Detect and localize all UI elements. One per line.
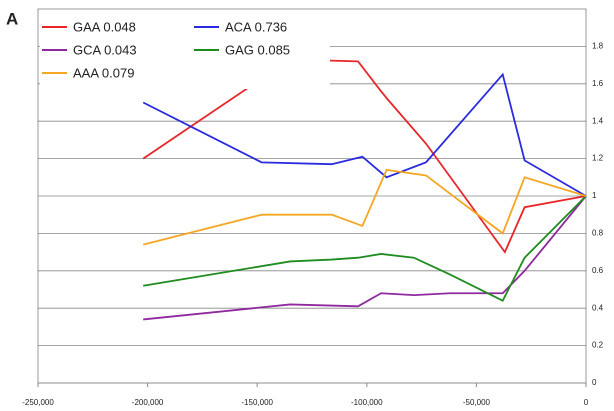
legend-label: GAA 0.048 xyxy=(73,19,136,34)
x-tick-label: -250,000 xyxy=(22,398,54,407)
y-tick-label: 1 xyxy=(592,191,597,200)
legend-label: ACA 0.736 xyxy=(225,19,287,34)
y-tick-label: 0.4 xyxy=(592,303,604,312)
series-line xyxy=(142,168,587,246)
series-line xyxy=(143,195,587,321)
legend-label: GAG 0.085 xyxy=(225,42,290,57)
panel-label: A xyxy=(6,9,18,28)
y-tick-label: 0.6 xyxy=(592,266,604,275)
y-tick-label: 0.2 xyxy=(592,341,604,350)
y-tick-label: 1.8 xyxy=(592,42,604,51)
legend-label: AAA 0.079 xyxy=(73,65,134,80)
legend-label: GCA 0.043 xyxy=(73,42,137,57)
y-tick-label: 1.6 xyxy=(592,79,604,88)
y-tick-label: 1.4 xyxy=(592,116,604,125)
y-tick-label: 0 xyxy=(592,378,597,387)
series-line xyxy=(143,195,587,302)
x-tick-label: -200,000 xyxy=(132,398,164,407)
legend-box xyxy=(40,11,330,89)
y-tick-label: 0.8 xyxy=(592,229,604,238)
x-tick-label: -100,000 xyxy=(351,398,383,407)
x-tick-label: -50,000 xyxy=(463,398,491,407)
series-line xyxy=(142,72,587,197)
x-tick-label: 0 xyxy=(584,398,589,407)
x-tick-label: -150,000 xyxy=(241,398,273,407)
y-tick-label: 1.2 xyxy=(592,154,604,163)
